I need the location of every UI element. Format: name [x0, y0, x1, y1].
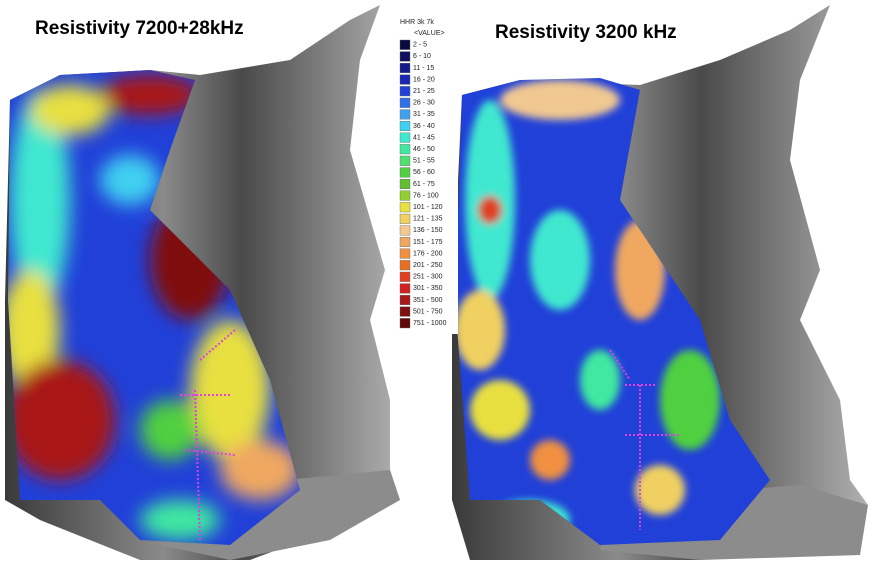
legend-swatch	[399, 167, 411, 178]
legend-label: 176 - 200	[413, 250, 443, 257]
legend-swatch	[399, 132, 411, 143]
legend-label: 2 - 5	[413, 42, 427, 49]
legend-swatch	[399, 178, 411, 189]
legend-swatch	[399, 120, 411, 131]
legend-label: 501 - 750	[413, 308, 443, 315]
legend-swatch	[399, 63, 411, 74]
legend-label: 61 - 75	[413, 181, 435, 188]
legend-label: 76 - 100	[413, 192, 439, 199]
legend-label: 31 - 35	[413, 111, 435, 118]
legend-swatch	[399, 155, 411, 166]
survey-lines	[609, 349, 680, 530]
legend-label: 201 - 250	[413, 262, 443, 269]
legend-label: 51 - 55	[413, 158, 435, 165]
legend-label: 151 - 175	[413, 239, 443, 246]
legend-swatch	[399, 213, 411, 224]
legend-swatch	[399, 51, 411, 62]
legend-label: 351 - 500	[413, 297, 443, 304]
legend-label: 251 - 300	[413, 274, 443, 281]
legend-swatch	[399, 318, 411, 329]
legend-swatch	[399, 190, 411, 201]
legend-swatch	[399, 109, 411, 120]
legend-subtitle: <VALUE>	[414, 30, 445, 37]
legend-label: 26 - 30	[413, 100, 435, 107]
legend-label: 751 - 1000	[413, 320, 447, 327]
legend-label: 21 - 25	[413, 88, 435, 95]
legend-swatch	[399, 306, 411, 317]
right-map	[452, 5, 868, 560]
legend-label: 46 - 50	[413, 146, 435, 153]
legend-swatch	[399, 271, 411, 282]
legend-label: 101 - 120	[413, 204, 443, 211]
legend-swatch	[399, 236, 411, 247]
legend-swatch	[399, 97, 411, 108]
legend: HHR 3k 7k <VALUE> 2 - 5 6 - 10 11 - 15 16 -…	[396, 14, 458, 334]
legend-label: 121 - 135	[413, 216, 443, 223]
legend-label: 16 - 20	[413, 76, 435, 83]
legend-label: 41 - 45	[413, 134, 435, 141]
legend-label: 301 - 350	[413, 285, 443, 292]
legend-swatch	[399, 74, 411, 85]
legend-swatch	[399, 144, 411, 155]
legend-label: 136 - 150	[413, 227, 443, 234]
legend-swatch	[399, 202, 411, 213]
legend-swatch	[399, 248, 411, 259]
survey-lines	[180, 329, 236, 541]
right-title: Resistivity 3200 kHz	[495, 22, 677, 43]
legend-swatch	[399, 283, 411, 294]
legend-label: 36 - 40	[413, 123, 435, 130]
legend-label: 11 - 15	[413, 65, 434, 72]
legend-swatch	[399, 39, 411, 50]
legend-label: 56 - 60	[413, 169, 435, 176]
legend-swatch	[399, 260, 411, 271]
legend-title: HHR 3k 7k	[400, 19, 434, 26]
legend-label: 6 - 10	[413, 53, 431, 60]
legend-swatch	[399, 86, 411, 97]
left-map	[5, 5, 400, 560]
left-title: Resistivity 7200+28kHz	[35, 18, 244, 39]
legend-swatch	[399, 295, 411, 306]
legend-swatch	[399, 225, 411, 236]
